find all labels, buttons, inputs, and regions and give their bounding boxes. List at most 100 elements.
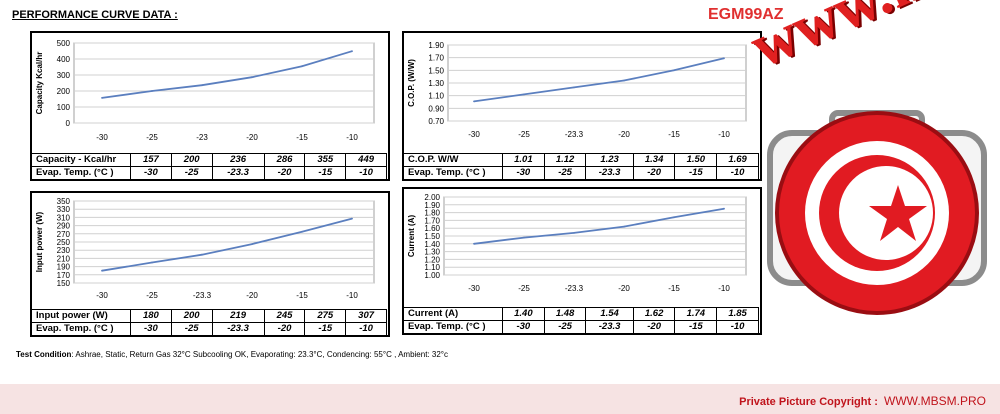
table-cell: 1.40 xyxy=(502,307,545,321)
data-point xyxy=(201,84,203,87)
data-point xyxy=(523,236,525,239)
table-cell: 157 xyxy=(130,153,172,167)
y-tick-label: 1.50 xyxy=(428,66,444,75)
table-row-label: Evap. Temp. (°C ) xyxy=(403,166,503,180)
data-point xyxy=(351,50,353,53)
table-cell: 449 xyxy=(345,153,387,167)
table-cell: 355 xyxy=(304,153,347,167)
x-tick-label: -25 xyxy=(146,291,158,300)
y-tick-label: 1.70 xyxy=(428,54,444,63)
y-tick-label: 1.50 xyxy=(424,232,440,241)
table-cell: 219 xyxy=(211,309,265,323)
table-cell: -30 xyxy=(130,322,172,336)
table-cell: 1.48 xyxy=(543,307,587,321)
table-row-label: C.O.P. W/W xyxy=(403,153,503,167)
data-point xyxy=(351,217,353,220)
y-tick-label: 310 xyxy=(57,213,71,222)
table-row-values: Input power (W) 180 200 219 245 275 307 xyxy=(31,309,387,323)
y-tick-label: 2.00 xyxy=(424,193,440,202)
y-tick-label: 150 xyxy=(57,279,71,288)
table-cell: -30 xyxy=(502,166,545,180)
table-row-label: Capacity - Kcal/hr xyxy=(31,153,131,167)
y-axis-label: C.O.P. (W/W) xyxy=(407,59,416,107)
y-tick-label: 350 xyxy=(57,197,71,206)
data-point xyxy=(473,100,475,103)
y-tick-label: 270 xyxy=(57,230,71,239)
footer-bar: Private Picture Copyright : WWW.MBSM.PRO xyxy=(0,384,1000,414)
table-cell: -20 xyxy=(263,166,306,180)
table-row-evap-temp: Evap. Temp. (°C ) -30 -25 -23.3 -20 -15 -10 xyxy=(403,320,759,334)
table-row-evap-temp: Evap. Temp. (°C ) -30 -25 -23.3 -20 -15 -10 xyxy=(403,166,759,180)
table-cell: 1.01 xyxy=(502,153,545,167)
y-tick-label: 1.30 xyxy=(424,248,440,257)
table-cell: 1.12 xyxy=(543,153,587,167)
copyright-text: Private Picture Copyright : WWW.MBSM.PRO xyxy=(739,394,986,408)
data-point xyxy=(251,76,253,79)
current-chart-panel: 1.00 1.10 1.20 1.30 1.40 1.50 1.60 1.70 1.80 1.90… xyxy=(402,187,762,335)
y-tick-label: 1.10 xyxy=(428,92,444,101)
table-cell: -30 xyxy=(502,320,545,334)
data-point xyxy=(623,79,625,82)
table-row-label: Evap. Temp. (°C ) xyxy=(31,166,131,180)
table-cell: -25 xyxy=(170,166,213,180)
table-cell: -25 xyxy=(543,320,587,334)
x-tick-label: -15 xyxy=(668,284,680,293)
x-tick-label: -25 xyxy=(146,133,158,142)
table-cell: -23.3 xyxy=(211,166,265,180)
y-axis-label: Current (A) xyxy=(407,215,416,258)
data-point xyxy=(101,97,103,99)
data-point xyxy=(523,93,525,96)
table-row-label: Evap. Temp. (°C ) xyxy=(403,320,503,334)
y-tick-label: 1.60 xyxy=(424,224,440,233)
data-point xyxy=(623,225,625,228)
y-tick-label: 1.90 xyxy=(424,201,440,210)
table-cell: 236 xyxy=(211,153,265,167)
y-tick-label: 0 xyxy=(66,119,71,128)
input-power-data-table: Input power (W) 180 200 219 245 275 307 Evap. T… xyxy=(31,309,387,336)
capacity-chart: 0 100 200 300 400 500 -30 -25 -23 -20 -15 -10 Capaci… xyxy=(35,39,375,142)
table-cell: 1.23 xyxy=(585,153,634,167)
cop-data-table: C.O.P. W/W 1.01 1.12 1.23 1.34 1.50 1.69 Evap. … xyxy=(403,153,759,180)
table-cell: 1.69 xyxy=(716,153,759,167)
table-cell: 275 xyxy=(304,309,347,323)
data-point xyxy=(723,57,725,60)
table-cell: -10 xyxy=(345,166,387,180)
y-tick-label: 500 xyxy=(57,39,71,48)
table-cell: -20 xyxy=(263,322,306,336)
data-point xyxy=(101,269,103,272)
x-tick-label: -20 xyxy=(618,130,630,139)
table-row-values: C.O.P. W/W 1.01 1.12 1.23 1.34 1.50 1.69 xyxy=(403,153,759,167)
table-cell: -15 xyxy=(674,320,718,334)
data-point xyxy=(573,86,575,89)
y-tick-label: 100 xyxy=(57,103,71,112)
table-row-label: Input power (W) xyxy=(31,309,131,323)
table-cell: 200 xyxy=(170,309,213,323)
x-tick-label: -23.3 xyxy=(193,291,212,300)
current-chart: 1.001.101.201.301.401.501.601.701.801.90… xyxy=(407,193,747,293)
x-tick-label: -10 xyxy=(346,291,358,300)
x-tick-label: -20 xyxy=(618,284,630,293)
table-cell: -10 xyxy=(716,320,759,334)
x-tick-label: -25 xyxy=(518,130,530,139)
table-cell: 180 xyxy=(130,309,172,323)
data-point xyxy=(151,90,153,92)
y-axis-label: Capacity Kcal/hr xyxy=(35,52,44,115)
table-row-evap-temp: Evap. Temp. (°C ) -30 -25 -23.3 -20 -15 -10 xyxy=(31,166,387,180)
y-tick-label: 1.00 xyxy=(424,271,440,280)
y-tick-label: 200 xyxy=(57,87,71,96)
input-power-chart-panel: 150 170 190 210 230 250 270 290 310 330 350 -30 -25-… xyxy=(30,191,390,337)
table-cell: -25 xyxy=(170,322,213,336)
cop-chart-panel: 0.70 0.90 1.10 1.30 1.50 1.70 1.90 -30 -25 -23.3-… xyxy=(402,31,762,181)
x-tick-label: -15 xyxy=(296,291,308,300)
test-condition: Test Condition: Ashrae, Static, Return G… xyxy=(16,350,448,359)
table-row-values: Capacity - Kcal/hr 157 200 236 286 355 449 xyxy=(31,153,387,167)
data-point xyxy=(251,243,253,245)
table-cell: -25 xyxy=(543,166,587,180)
table-row-label: Evap. Temp. (°C ) xyxy=(31,322,131,336)
table-cell: 307 xyxy=(345,309,387,323)
table-row-values: Current (A) 1.40 1.48 1.54 1.62 1.74 1.85 xyxy=(403,307,759,321)
capacity-chart-panel: 0 100 200 300 400 500 -30 -25 -23 -20 -15 -10 Capaci… xyxy=(30,31,390,181)
section-title: PERFORMANCE CURVE DATA : xyxy=(12,9,178,21)
test-condition-text: : Ashrae, Static, Return Gas 32°C Subcoo… xyxy=(71,350,448,359)
